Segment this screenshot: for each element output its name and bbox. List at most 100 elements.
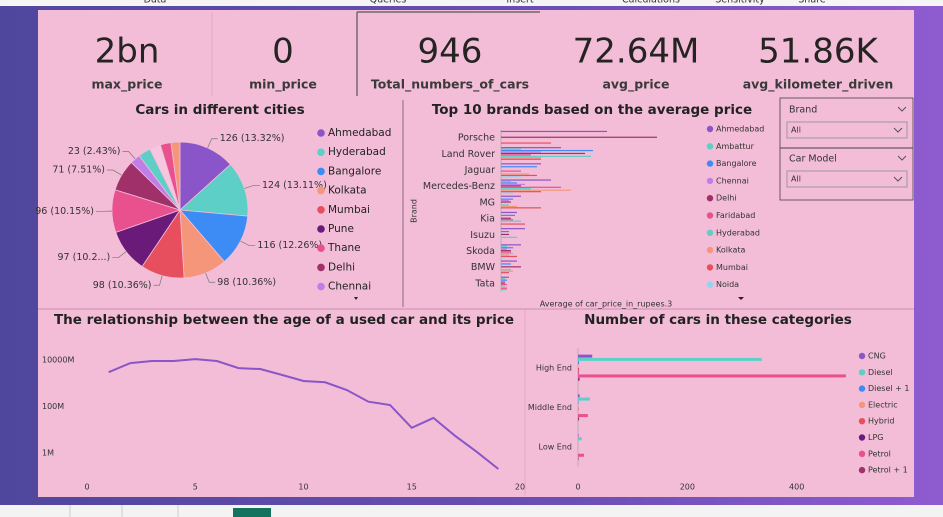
legend-marker — [706, 125, 714, 133]
legend-label: Petrol — [868, 449, 891, 458]
bar — [501, 195, 521, 197]
y-tick-label: 1M — [42, 448, 54, 457]
chevron — [893, 176, 903, 182]
legend-label: Delhi — [328, 261, 355, 273]
legend-marker — [706, 281, 714, 288]
bar — [501, 283, 507, 286]
leader-line — [240, 240, 256, 247]
legend-label: Bangalore — [716, 159, 757, 168]
bar — [501, 207, 541, 209]
bar — [501, 251, 511, 253]
legend-label: Diesel — [868, 368, 893, 377]
legend-label: Hyderabad — [716, 228, 760, 237]
bar — [501, 182, 517, 184]
legend-marker — [858, 369, 866, 376]
bar — [578, 354, 593, 358]
x-tick-label: 0 — [84, 483, 89, 492]
legend-label: Hybrid — [868, 417, 894, 426]
bar — [501, 285, 505, 287]
bar — [501, 244, 521, 246]
x-tick-label: 10 — [298, 483, 308, 492]
slicer-dropdown[interactable] — [786, 121, 908, 139]
leader-line — [207, 138, 218, 149]
ribbon-tab: Sensitivity — [715, 0, 765, 6]
bar — [578, 371, 579, 375]
bar — [578, 414, 588, 418]
legend-label: Ambattur — [716, 142, 755, 151]
chevron — [893, 127, 903, 133]
scroll-arrow[interactable] — [738, 297, 744, 300]
legend-marker — [317, 282, 325, 291]
bar — [501, 233, 509, 236]
bar — [501, 163, 541, 165]
y-tick-label: MG — [479, 197, 495, 208]
bar — [501, 166, 537, 168]
data-label: 98 (10.36%) — [93, 280, 152, 291]
legend-label: Ahmedabad — [716, 125, 764, 134]
card-value: 51.86K — [758, 32, 879, 72]
legend-label: Kolkata — [328, 185, 367, 197]
bar — [501, 158, 541, 160]
legend-label: Mumbai — [328, 204, 370, 216]
card-label: Total_numbers_of_cars — [371, 77, 529, 93]
card-label: avg_price — [602, 77, 669, 93]
y-tick-label: Skoda — [466, 246, 495, 257]
chart-title: Number of cars in these categories — [584, 312, 852, 328]
card-label: avg_kilometer_driven — [743, 77, 894, 93]
bar — [578, 417, 580, 421]
slicer-title: Car Model — [789, 154, 837, 165]
bar — [501, 255, 517, 258]
legend-marker — [858, 450, 866, 457]
bar — [578, 367, 580, 371]
bar — [501, 201, 511, 203]
bar — [501, 174, 537, 177]
bar — [578, 397, 591, 401]
leader-line — [112, 251, 127, 259]
bar — [501, 214, 515, 216]
bar — [501, 200, 509, 202]
bar — [501, 185, 521, 187]
bar — [501, 279, 507, 281]
legend-marker — [317, 225, 325, 233]
ribbon-tab: Data — [144, 0, 167, 6]
bar — [501, 257, 505, 259]
bar — [501, 157, 541, 159]
bar — [501, 188, 531, 190]
chart-title: Cars in different cities — [135, 102, 304, 118]
bar — [578, 357, 762, 361]
bar — [501, 254, 509, 256]
bar — [501, 148, 521, 150]
x-tick-label: 0 — [575, 483, 580, 492]
bar — [501, 247, 513, 249]
bar — [501, 266, 521, 268]
bar — [578, 407, 579, 411]
axis-title: Brand — [410, 199, 419, 223]
bar — [501, 223, 525, 225]
bar — [501, 176, 521, 178]
scroll-arrow[interactable] — [354, 297, 358, 300]
y-tick-label: Land Rover — [441, 149, 495, 160]
legend-label: Chennai — [328, 281, 371, 293]
legend-label: Delhi — [716, 194, 737, 203]
legend-label: Kolkata — [716, 246, 745, 255]
y-tick-label: Isuzu — [470, 230, 495, 241]
bar — [501, 219, 513, 221]
chevron — [897, 106, 907, 112]
card-value: 72.64M — [573, 32, 700, 72]
slicer-dropdown[interactable] — [786, 170, 908, 188]
bar — [501, 155, 591, 157]
bar — [501, 270, 513, 272]
card-label: max_price — [91, 77, 162, 93]
legend-marker — [706, 195, 714, 202]
legend-marker — [858, 401, 866, 409]
legend-label: Petrol + 1 — [868, 466, 908, 475]
y-tick-label: Jaguar — [464, 165, 495, 176]
data-label: 124 (13.11%) — [262, 180, 327, 191]
legend-label: Electric — [868, 400, 898, 409]
legend-marker — [317, 186, 325, 195]
legend-label: Pune — [328, 223, 354, 235]
card-value: 0 — [272, 32, 294, 72]
active-tab[interactable] — [233, 508, 271, 517]
legend-label: LPG — [868, 433, 883, 442]
legend-marker — [317, 167, 325, 176]
